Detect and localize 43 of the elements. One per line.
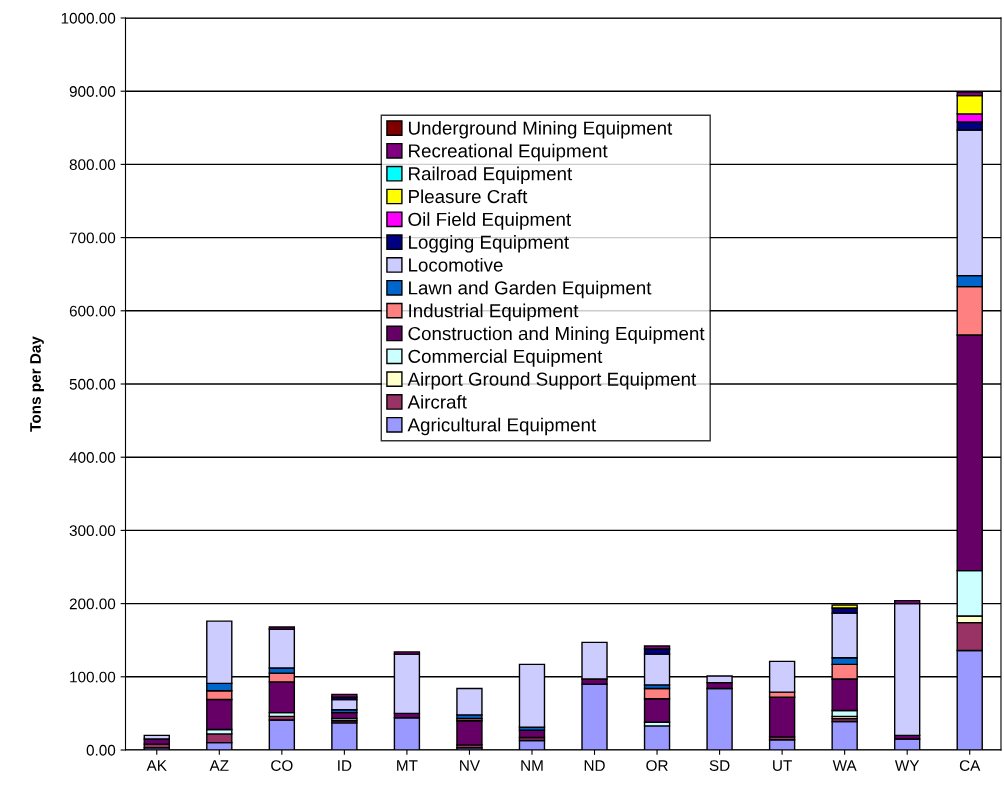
y-tick-label: 700.00 — [69, 232, 116, 244]
x-tick-label: WY — [894, 760, 920, 771]
x-tick-label: OR — [646, 760, 668, 771]
x-tick-label: SD — [709, 760, 730, 771]
legend-label: Oil Field Equipment — [408, 212, 572, 230]
legend-label: Airport Ground Support Equipment — [407, 372, 697, 390]
x-tick-label: CO — [271, 760, 293, 771]
x-tick-label: NM — [521, 760, 543, 771]
x-tick-label: ND — [584, 760, 605, 771]
y-tick-label: 300.00 — [69, 525, 116, 537]
y-tick-label: 100.00 — [70, 671, 116, 683]
y-tick-label: 1000.00 — [61, 12, 116, 24]
legend-label: Locomotive — [409, 257, 503, 272]
y-tick-label: 200.00 — [69, 598, 116, 610]
legend-label: Agricultural Equipment — [407, 417, 597, 436]
y-tick-label: 500.00 — [69, 378, 116, 390]
bar — [456, 687, 483, 716]
legend-label: Industrial Equipment — [409, 303, 579, 322]
legend-label: Logging Equipment — [409, 235, 569, 253]
legend-label: Pleasure Craft — [409, 189, 528, 204]
x-tick-label: NV — [460, 760, 480, 771]
y-tick-label: 600.00 — [69, 305, 116, 317]
y-tick-label: 900.00 — [69, 86, 116, 97]
y-tick-label: 0.00 — [86, 744, 116, 756]
y-tick-label: 800.00 — [69, 159, 116, 171]
y-axis-title: Tons per Day — [30, 336, 44, 432]
x-tick-label: CA — [959, 760, 981, 771]
bar — [768, 696, 796, 738]
bar — [456, 720, 483, 746]
legend-label: Aircraft — [407, 394, 467, 409]
x-tick-label: AK — [146, 760, 167, 771]
legend-label: Recreational Equipment — [409, 143, 608, 162]
x-tick-label: WA — [832, 760, 857, 771]
x-tick-label: UT — [773, 760, 792, 771]
y-tick-label: 400.00 — [69, 452, 116, 463]
x-tick-label: MT — [397, 760, 418, 771]
legend-label: Lawn and Garden Equipment — [409, 280, 652, 299]
legend-label: Underground Mining Equipment — [408, 120, 673, 139]
legend-label: Construction and Mining Equipment — [408, 326, 705, 344]
legend-label: Commercial Equipment — [408, 349, 603, 367]
x-tick-label: AZ — [209, 760, 229, 771]
legend-label: Railroad Equipment — [409, 166, 573, 185]
x-tick-label: ID — [338, 760, 352, 771]
